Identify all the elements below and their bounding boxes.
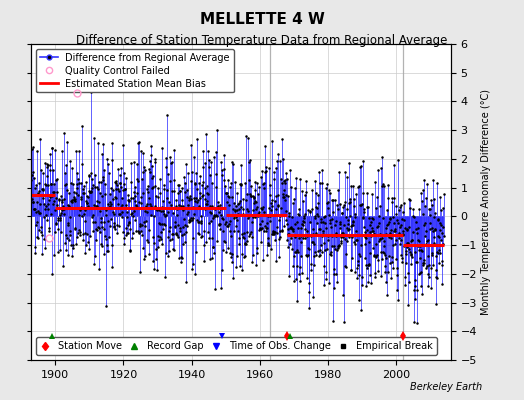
Text: Berkeley Earth: Berkeley Earth xyxy=(410,382,482,392)
Legend: Station Move, Record Gap, Time of Obs. Change, Empirical Break: Station Move, Record Gap, Time of Obs. C… xyxy=(36,337,436,355)
Text: MELLETTE 4 W: MELLETTE 4 W xyxy=(200,12,324,27)
Y-axis label: Monthly Temperature Anomaly Difference (°C): Monthly Temperature Anomaly Difference (… xyxy=(481,89,491,315)
Text: Difference of Station Temperature Data from Regional Average: Difference of Station Temperature Data f… xyxy=(77,34,447,47)
